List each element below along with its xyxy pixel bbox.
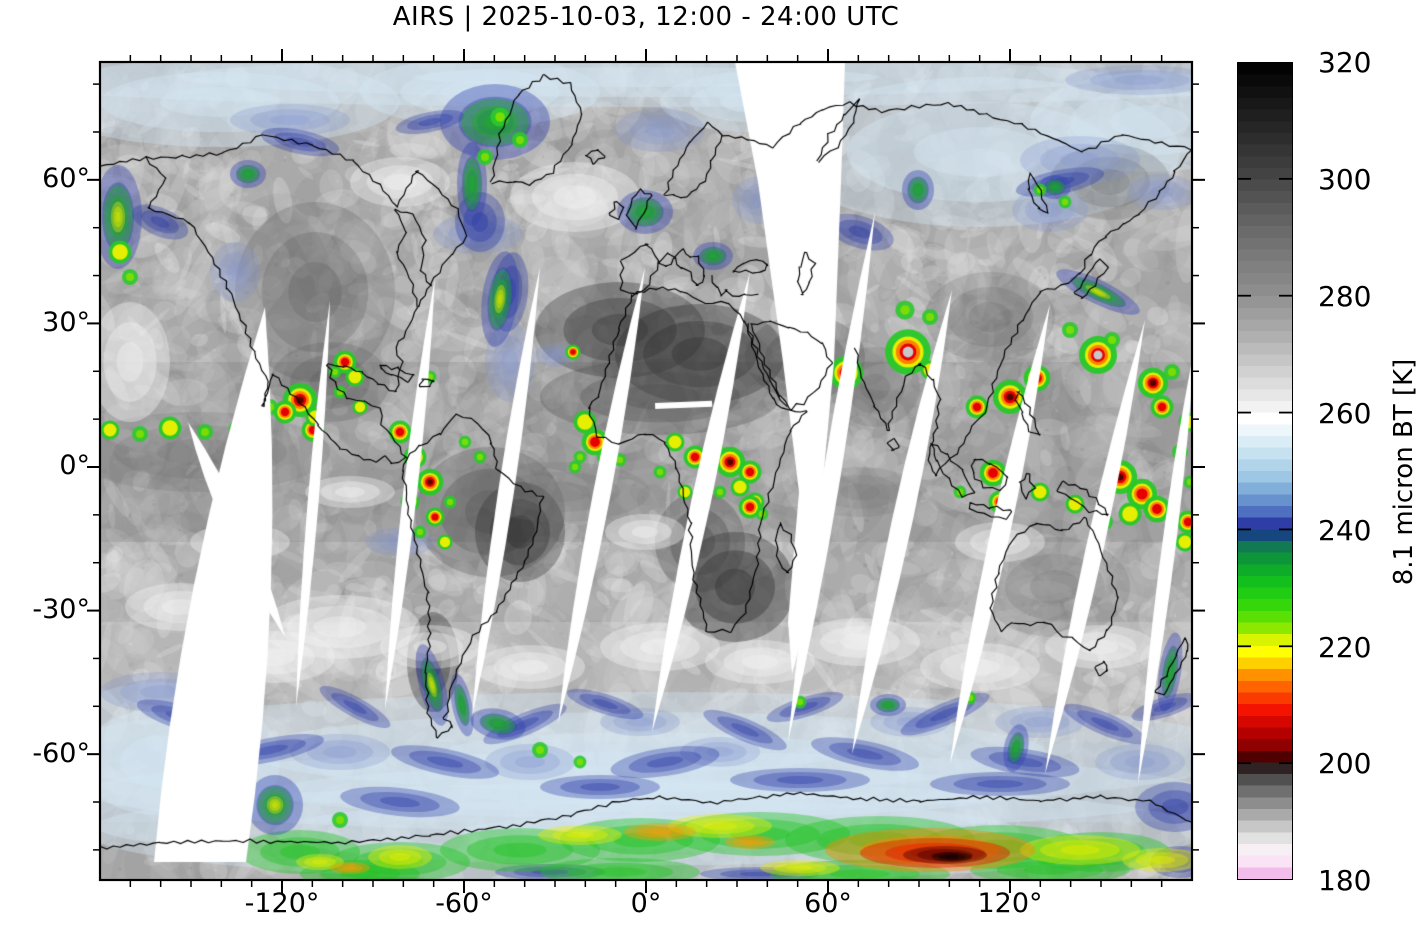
lat-tick-label: -60° — [32, 738, 90, 769]
lon-tick-label: -120° — [244, 888, 320, 919]
colorbar-tick-label: 200 — [1318, 747, 1372, 780]
colorbar-tick-label: 280 — [1318, 280, 1372, 313]
colorbar-tick-label: 300 — [1318, 163, 1372, 196]
colorbar-tick-label: 260 — [1318, 397, 1372, 430]
lat-tick-label: 0° — [59, 450, 90, 481]
lon-tick-label: 0° — [630, 888, 662, 919]
colorbar-tick-label: 320 — [1318, 46, 1372, 79]
lon-tick-label: -60° — [435, 888, 493, 919]
satellite-map-image — [100, 62, 1192, 880]
lon-tick-label: 120° — [977, 888, 1043, 919]
colorbar-tick-label: 180 — [1318, 864, 1372, 897]
lat-tick-label: 60° — [42, 163, 90, 194]
page-title: AIRS | 2025-10-03, 12:00 - 24:00 UTC — [392, 2, 900, 32]
colorbar-tick-label: 240 — [1318, 514, 1372, 547]
colorbar-tick-label: 220 — [1318, 631, 1372, 664]
colorbar-axis-title: 8.1 micron BT [K] — [1389, 358, 1419, 586]
lat-tick-label: 30° — [42, 307, 90, 338]
colorbar — [1237, 62, 1293, 880]
lon-tick-label: 60° — [804, 888, 852, 919]
lat-tick-label: -30° — [32, 594, 90, 625]
